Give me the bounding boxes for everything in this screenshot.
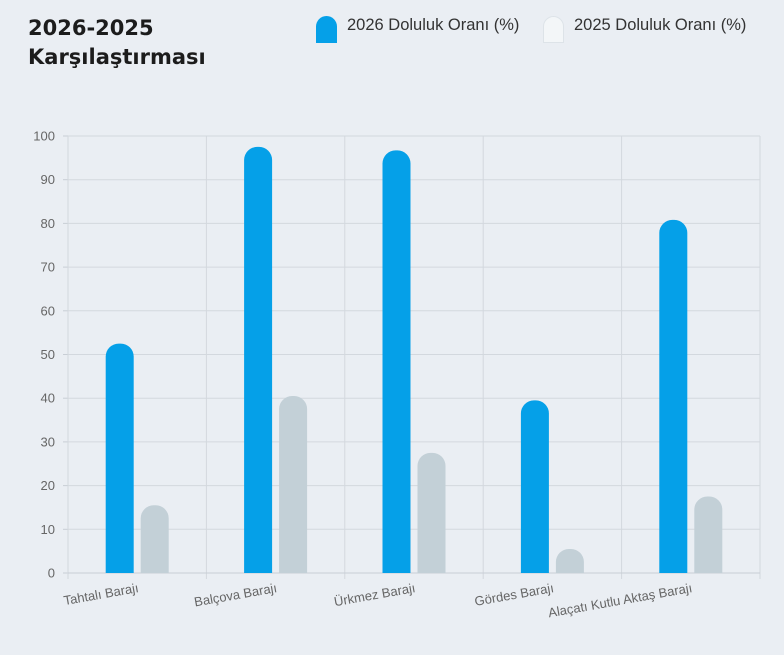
x-tick-label: Ürkmez Barajı — [333, 580, 417, 609]
x-tick-label: Gördes Barajı — [473, 580, 555, 609]
y-tick-label: 20 — [41, 478, 55, 493]
y-tick-label: 50 — [41, 347, 55, 362]
bar-2026-3 — [520, 400, 549, 573]
y-tick-label: 60 — [41, 303, 55, 318]
chart-title-line1: 2026-2025 — [28, 16, 154, 40]
legend-label-2025: 2025 Doluluk Oranı (%) — [574, 16, 747, 34]
x-tick-label: Balçova Barajı — [193, 580, 278, 609]
bar-2026-1 — [244, 146, 273, 574]
y-tick-label: 100 — [33, 129, 55, 144]
bar-2025-4 — [694, 496, 723, 573]
y-tick-label: 40 — [41, 391, 55, 406]
bar-2026-4 — [659, 219, 688, 574]
y-tick-label: 80 — [41, 216, 55, 231]
bar-2025-3 — [555, 548, 584, 573]
bar-2026-0 — [105, 343, 134, 573]
legend-swatch-2026 — [316, 16, 337, 43]
bar-2025-0 — [140, 505, 169, 573]
bar-2025-1 — [279, 396, 308, 573]
legend-label-2026: 2026 Doluluk Oranı (%) — [347, 16, 520, 34]
chart-title: 2026-2025 Karşılaştırması — [28, 14, 206, 72]
y-tick-label: 90 — [41, 172, 55, 187]
y-tick-label: 70 — [41, 260, 55, 275]
legend-item-2025[interactable]: 2025 Doluluk Oranı (%) — [543, 15, 749, 43]
y-tick-label: 0 — [48, 566, 55, 581]
bar-2026-2 — [382, 150, 411, 573]
y-tick-label: 10 — [41, 522, 55, 537]
x-tick-label: Alaçatı Kutlu Aktaş Barajı — [547, 580, 693, 620]
chart-title-line2: Karşılaştırması — [28, 45, 206, 69]
x-tick-label: Tahtalı Barajı — [62, 580, 139, 608]
legend-item-2026[interactable]: 2026 Doluluk Oranı (%) — [316, 15, 522, 43]
bar-2025-2 — [417, 452, 446, 573]
y-tick-label: 30 — [41, 434, 55, 449]
legend-swatch-2025 — [543, 16, 564, 43]
